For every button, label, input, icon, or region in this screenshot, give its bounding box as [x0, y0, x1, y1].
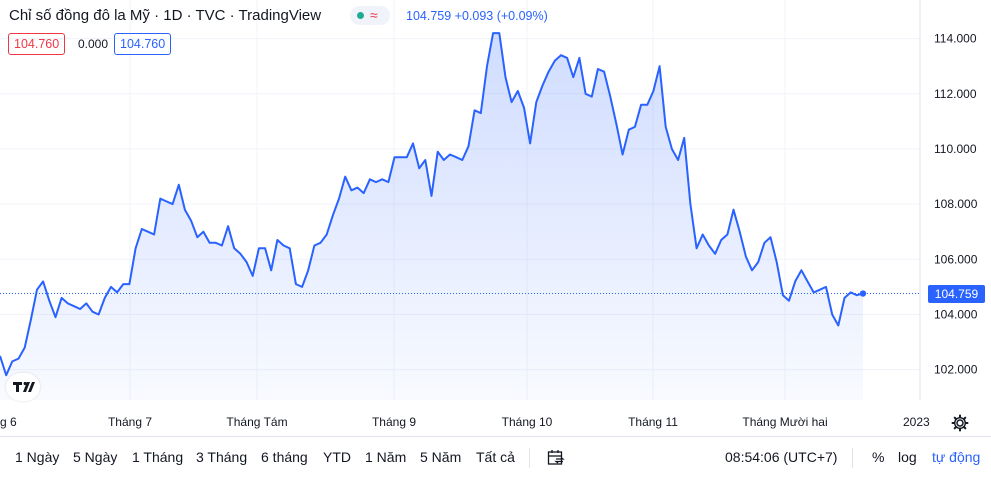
- auto-scale-button[interactable]: tự động: [932, 449, 981, 465]
- last-price-tag: 104.759: [928, 284, 985, 303]
- delayed-data-icon: ≈: [370, 7, 378, 23]
- time-tick-label: 2023: [903, 415, 930, 429]
- date-range-icon[interactable]: [546, 448, 566, 468]
- price-tick-label: 102.000: [934, 363, 978, 377]
- chart-title: Chỉ số đồng đô la Mỹ · 1D · TVC · Tradin…: [9, 7, 322, 24]
- range-ytd-button[interactable]: YTD: [323, 449, 351, 465]
- bid-price-box[interactable]: 104.760: [8, 33, 66, 55]
- time-tick-label: Tháng 11: [628, 415, 678, 429]
- ask-price-box[interactable]: 104.760: [114, 33, 172, 55]
- price-chart[interactable]: 114.000 112.000 110.000 108.000 106.000 104.0…: [0, 0, 991, 436]
- spread-value: 0.000: [78, 37, 109, 51]
- price-tick-label: 104.000: [934, 307, 978, 321]
- price-tick-label: 106.000: [934, 252, 978, 266]
- last-point-dot: [859, 290, 867, 297]
- series-line: [0, 32, 864, 377]
- range-5-day-button[interactable]: 5 Ngày: [73, 449, 118, 465]
- chart-area[interactable]: 114.000 112.000 110.000 108.000 106.000 104.0…: [0, 0, 991, 436]
- market-status-badge[interactable]: ≈: [350, 6, 390, 25]
- clock-timezone[interactable]: 08:54:06 (UTC+7): [725, 449, 838, 465]
- range-6-month-button[interactable]: 6 tháng: [261, 449, 308, 465]
- price-tick-label: 114.000: [934, 32, 977, 46]
- range-1-month-button[interactable]: 1 Tháng: [132, 449, 184, 465]
- bottom-toolbar: 1 Ngày 5 Ngày 1 Tháng 3 Tháng 6 tháng YT…: [0, 436, 991, 479]
- time-tick-label: Tháng Mười hai: [742, 415, 827, 429]
- time-tick-label: Tháng 9: [372, 415, 416, 429]
- toolbar-divider: [852, 448, 853, 468]
- time-tick-label: Tháng 7: [108, 415, 152, 429]
- range-5-year-button[interactable]: 5 Năm: [420, 449, 462, 465]
- toolbar-divider: [529, 448, 530, 468]
- range-1-day-button[interactable]: 1 Ngày: [15, 449, 60, 465]
- time-tick-label: Tháng 10: [502, 415, 553, 429]
- range-1-year-button[interactable]: 1 Năm: [365, 449, 407, 465]
- area-fill: [0, 33, 863, 400]
- gear-icon[interactable]: [950, 413, 970, 433]
- time-axis[interactable]: g 6 Tháng 7 Tháng Tám Tháng 9 Tháng 10 Tháng …: [0, 415, 930, 429]
- legend-quote: 104.759 +0.093 (+0.09%): [406, 9, 548, 23]
- range-all-button[interactable]: Tất cả: [476, 449, 515, 465]
- tradingview-logo-icon[interactable]: [6, 373, 40, 401]
- time-tick-label: Tháng Tám: [226, 415, 287, 429]
- price-tick-label: 110.000: [934, 142, 977, 156]
- price-axis[interactable]: 114.000 112.000 110.000 108.000 106.000 104.0…: [934, 32, 978, 377]
- price-tick-label: 112.000: [934, 87, 977, 101]
- percent-scale-button[interactable]: %: [872, 449, 885, 465]
- log-scale-button[interactable]: log: [898, 449, 917, 465]
- time-tick-label: g 6: [0, 415, 17, 429]
- price-tick-label: 108.000: [934, 197, 978, 211]
- market-open-dot-icon: [357, 12, 364, 19]
- range-3-month-button[interactable]: 3 Tháng: [196, 449, 248, 465]
